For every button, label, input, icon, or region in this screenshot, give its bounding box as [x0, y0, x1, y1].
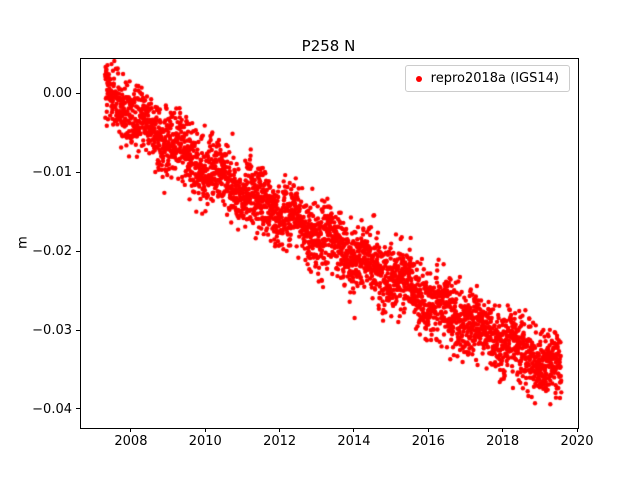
x-tick-mark	[204, 428, 206, 432]
y-tick-label: −0.04	[32, 401, 72, 417]
scatter-points-canvas	[81, 59, 578, 428]
x-tick-label: 2014	[337, 434, 371, 449]
legend: repro2018a (IGS14)	[404, 65, 570, 92]
y-tick-mark	[76, 329, 80, 331]
y-tick-mark	[76, 92, 80, 94]
y-tick-label: −0.02	[32, 244, 72, 260]
x-tick-label: 2016	[411, 434, 445, 449]
x-tick-label: 2012	[263, 434, 297, 449]
x-tick-mark	[353, 428, 355, 432]
y-tick-label: −0.03	[32, 323, 72, 339]
x-tick-label: 2018	[486, 434, 520, 449]
y-tick-label: −0.01	[32, 165, 72, 181]
x-tick-mark	[130, 428, 132, 432]
x-tick-mark	[427, 428, 429, 432]
x-tick-label: 2008	[114, 434, 148, 449]
legend-marker-dot-icon	[415, 75, 422, 82]
y-tick-mark	[76, 171, 80, 173]
chart-title: P258 N	[301, 37, 356, 55]
y-tick-mark	[76, 408, 80, 410]
x-tick-mark	[576, 428, 578, 432]
x-tick-label: 2010	[188, 434, 222, 449]
x-tick-mark	[502, 428, 504, 432]
x-tick-mark	[279, 428, 281, 432]
x-tick-label: 2020	[560, 434, 594, 449]
plot-area: repro2018a (IGS14)	[80, 58, 579, 429]
y-tick-label: 0.00	[43, 86, 72, 102]
y-tick-mark	[76, 250, 80, 252]
legend-label: repro2018a (IGS14)	[430, 71, 559, 86]
